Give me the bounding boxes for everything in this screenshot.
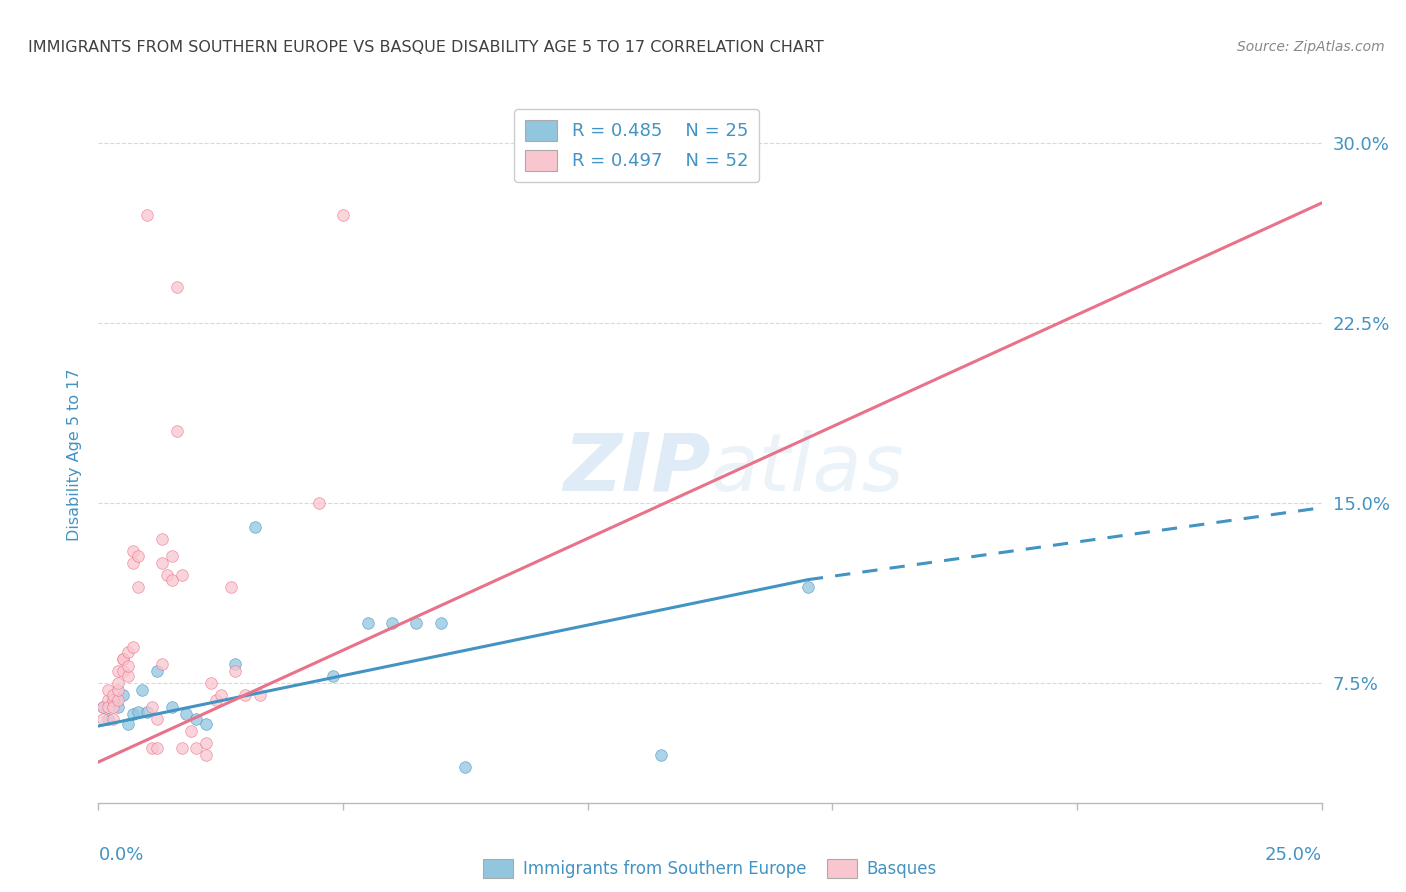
Point [91,712,114,726]
Point [195,747,218,762]
Point [127,580,149,594]
Point [356,615,378,630]
Point [121,640,143,654]
Point [166,280,188,294]
Point [170,740,193,755]
Text: IMMIGRANTS FROM SOUTHERN EUROPE VS BASQUE DISABILITY AGE 5 TO 17 CORRELATION CHA: IMMIGRANTS FROM SOUTHERN EUROPE VS BASQU… [28,40,824,55]
Point [127,705,149,719]
Point [166,424,188,438]
Point [454,760,477,774]
Point [170,567,193,582]
Point [186,712,208,726]
Point [146,712,169,726]
Text: ZIP: ZIP [562,430,710,508]
Point [186,740,208,755]
Point [97,683,120,698]
Point [205,692,228,706]
Point [101,699,124,714]
Point [160,699,183,714]
Point [117,645,139,659]
Point [322,668,344,682]
Point [121,556,143,570]
Point [209,688,232,702]
Point [111,664,134,678]
Point [117,659,139,673]
Point [224,664,246,678]
Point [150,657,173,671]
Point [117,668,139,682]
Point [101,692,124,706]
Point [141,699,163,714]
Point [150,532,173,546]
Point [243,520,266,534]
Text: atlas: atlas [710,430,905,508]
Point [195,736,218,750]
Point [180,723,202,738]
Point [107,683,129,698]
Point [332,208,354,222]
Point [117,716,139,731]
Point [131,683,153,698]
Point [111,688,134,702]
Point [249,688,271,702]
Point [101,712,124,726]
Point [97,712,120,726]
Point [233,688,256,702]
Point [200,676,222,690]
Point [141,740,163,755]
Point [381,615,404,630]
Point [150,556,173,570]
Point [146,740,169,755]
Text: Source: ZipAtlas.com: Source: ZipAtlas.com [1237,40,1385,54]
Point [107,676,129,690]
Point [107,692,129,706]
Point [107,664,129,678]
Text: 25.0%: 25.0% [1264,846,1322,864]
Point [111,652,134,666]
Point [91,699,114,714]
Point [107,699,129,714]
Point [136,208,159,222]
Point [797,580,820,594]
Text: 0.0%: 0.0% [98,846,143,864]
Point [650,747,672,762]
Point [101,688,124,702]
Point [160,573,183,587]
Point [160,549,183,563]
Y-axis label: Disability Age 5 to 17: Disability Age 5 to 17 [66,368,82,541]
Point [156,567,179,582]
Point [111,652,134,666]
Point [195,716,218,731]
Point [176,706,198,721]
Point [430,615,453,630]
Point [127,549,149,563]
Point [219,580,242,594]
Legend: Immigrants from Southern Europe, Basques: Immigrants from Southern Europe, Basques [477,853,943,885]
Point [308,496,330,510]
Point [91,699,114,714]
Point [121,706,143,721]
Point [136,705,159,719]
Point [146,664,169,678]
Point [97,692,120,706]
Point [97,699,120,714]
Point [224,657,246,671]
Point [405,615,427,630]
Point [121,544,143,558]
Point [101,692,124,706]
